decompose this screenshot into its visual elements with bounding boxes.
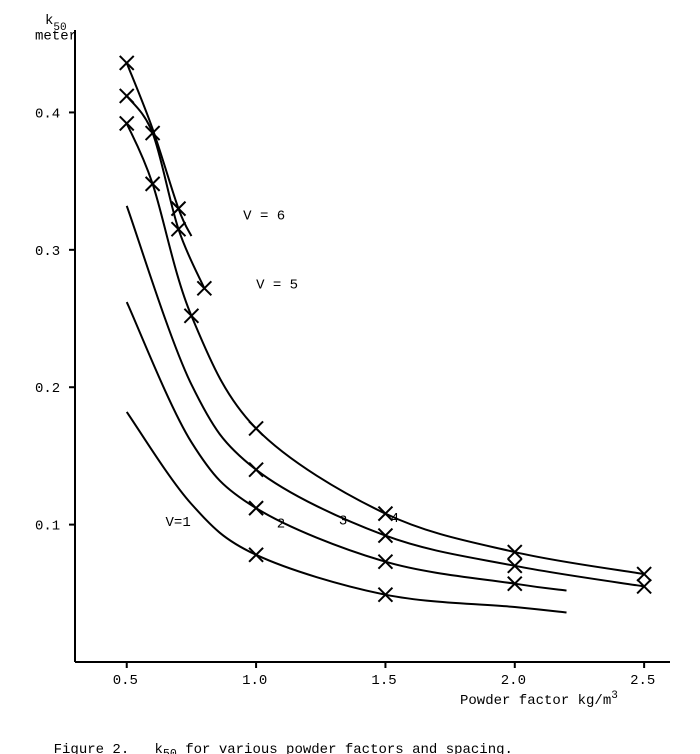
x-tick-label: 0.5 — [113, 673, 138, 689]
curve-V=2 — [127, 302, 567, 591]
series-label-V=5: V = 5 — [256, 277, 298, 293]
y-tick-label: 0.4 — [35, 106, 60, 122]
caption-prefix: Figure 2. — [54, 742, 155, 754]
curve-V=4 — [127, 123, 644, 574]
y-tick-label: 0.3 — [35, 244, 60, 260]
curve-V=3 — [127, 206, 644, 587]
x-tick-label: 1.5 — [371, 673, 396, 689]
series-label-V=2: 2 — [277, 516, 285, 532]
caption-sub: 50 — [163, 747, 177, 754]
x-axis-label: Powder factor kg/m3 — [460, 690, 618, 709]
figure-2-chart: 0.1 0.2 0.3 0.4 0.5 1.0 1.5 2.0 2.5 k50meter Powde… — [0, 0, 700, 754]
series-label-V=3: 3 — [339, 514, 347, 530]
curve-V=5 — [127, 96, 205, 288]
figure-caption: Figure 2. k50 for various powder factors… — [20, 726, 513, 754]
caption-rest: for various powder factors and spacing. — [177, 742, 513, 754]
y-tick-label: 0.2 — [35, 381, 60, 397]
chart-svg: 0.1 0.2 0.3 0.4 0.5 1.0 1.5 2.0 2.5 k50meter Powde… — [0, 0, 700, 754]
x-tick-label: 1.0 — [242, 673, 267, 689]
series-label-V=6: V = 6 — [243, 209, 285, 225]
series-label-V=4: 4 — [391, 511, 399, 527]
curve-V=6 — [127, 63, 192, 236]
y-axis-label: k50meter — [35, 13, 77, 44]
series-label-V=1: V=1 — [166, 515, 191, 531]
x-tick-label: 2.0 — [501, 673, 526, 689]
caption-k: k — [154, 742, 162, 754]
y-tick-label: 0.1 — [35, 519, 60, 535]
x-tick-label: 2.5 — [630, 673, 655, 689]
